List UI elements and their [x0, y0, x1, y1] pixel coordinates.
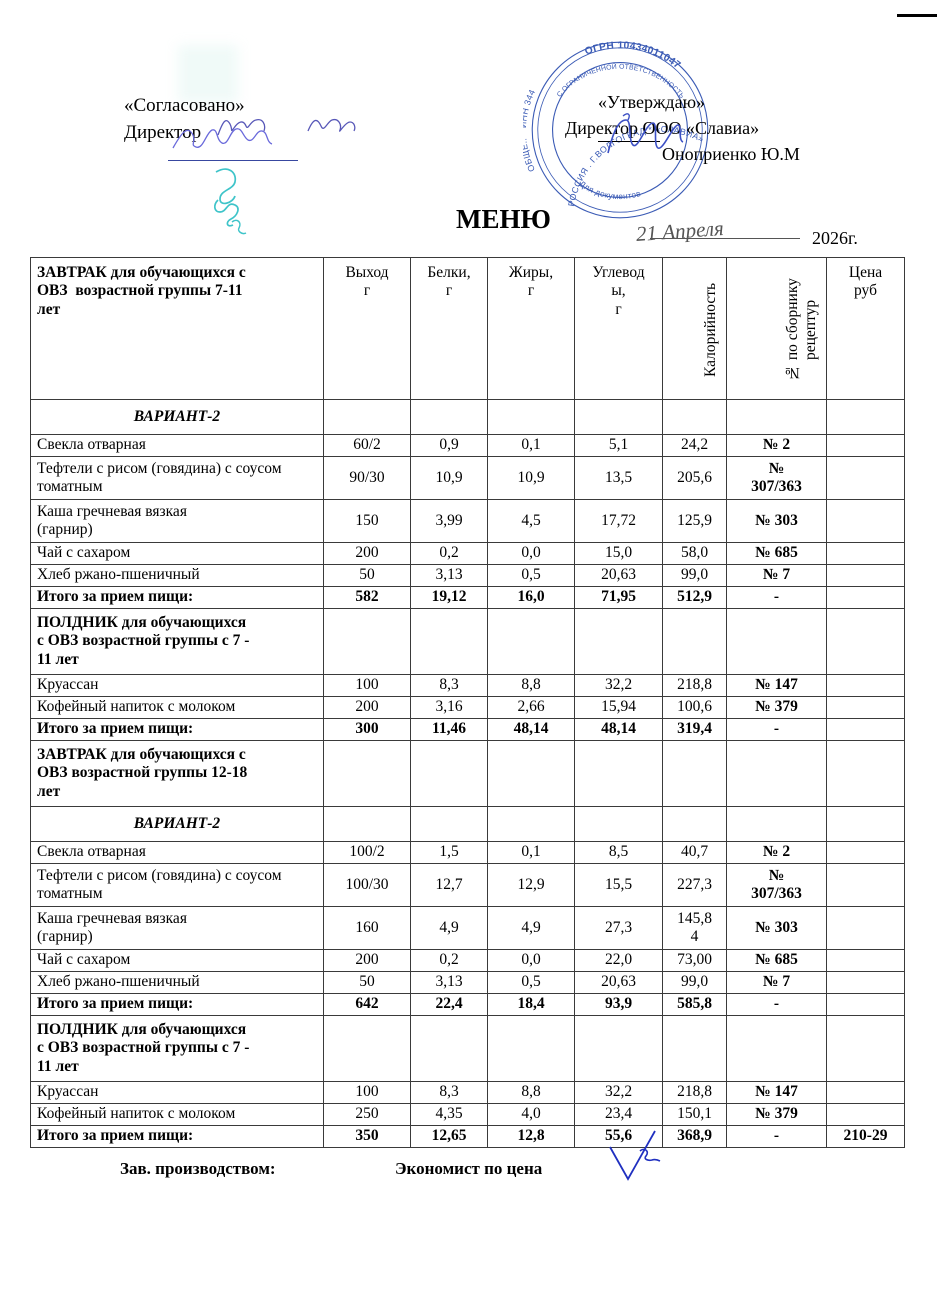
svg-text:Для документов: Для документов: [578, 178, 643, 201]
